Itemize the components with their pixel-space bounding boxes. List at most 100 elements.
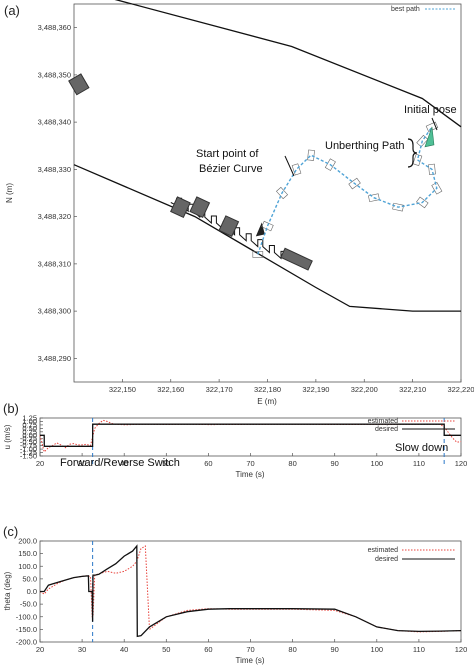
- panel-c-xtick-label: 70: [246, 645, 254, 654]
- panel-a-ylabel: N (m): [5, 183, 14, 203]
- panel-a-ytick-label: 3,488,360: [38, 23, 71, 32]
- series-desired: [40, 544, 462, 638]
- panel-a-x-ticks: 322,150 322,160 322,170 322,180 322,190 322,2…: [109, 379, 474, 394]
- panel-c-ytick-label: 150.0: [18, 549, 37, 558]
- panel-b-xtick-label: 20: [36, 459, 44, 468]
- hull-footprint: [368, 193, 380, 203]
- hull-footprint: [431, 182, 443, 195]
- panel-b-ytick-label: -0.75: [20, 441, 37, 450]
- panel-c-content: [39, 541, 462, 642]
- panel-a-ytick-label: 3,488,330: [38, 165, 71, 174]
- panel-b-x-ticks: 20 30 40 50 60 70 80 90 100 110 120: [36, 453, 467, 468]
- panel-c-ytick-label: -150.0: [16, 625, 37, 634]
- panel-c-xtick-label: 120: [455, 645, 468, 654]
- panel-b-xlabel: Time (s): [235, 470, 264, 479]
- panel-b-ytick-label: 0.00: [22, 431, 37, 440]
- legend-c-desired: desired: [375, 556, 398, 563]
- panel-b-xtick-label: 110: [413, 459, 425, 468]
- panel-b-content: [39, 418, 462, 464]
- panel-a-plot-area: [73, 3, 462, 383]
- panel-b-ylabel: u (m/s): [3, 424, 12, 449]
- panel-b-ytick-label: 1.25: [22, 414, 37, 423]
- panel-a-legend: best path: [391, 6, 455, 13]
- panel-c-label: (c): [3, 524, 18, 539]
- hull-footprint: [252, 251, 264, 258]
- panel-b-xtick-label: 50: [162, 459, 170, 468]
- panel-c-xtick-label: 100: [371, 645, 384, 654]
- hull-footprint: [291, 163, 302, 176]
- panel-a-y-ticks: 3,488,360 3,488,350 3,488,340 3,488,330 3,48…: [38, 23, 77, 363]
- panel-b-ytick-label: 0.50: [22, 424, 37, 433]
- panel-b-xtick-label: 30: [78, 459, 86, 468]
- panel-b-y-ticks: 1.251.000.750.500.250.00-0.25-0.50-0.75-…: [20, 414, 43, 461]
- best-path-line: [257, 126, 438, 255]
- panel-a-xtick-label: 322,220: [447, 385, 474, 394]
- obstacle-4: [280, 247, 313, 271]
- panel-a-xtick-label: 322,180: [254, 385, 281, 394]
- panel-b-legend: estimated desired: [368, 418, 455, 433]
- panel-b-ytick-label: -1.25: [20, 448, 37, 457]
- annotation-unberthing-path: Unberthing Path: [325, 140, 405, 152]
- panel-a-xtick-label: 322,170: [206, 385, 233, 394]
- panel-c-xtick-label: 110: [413, 645, 425, 654]
- lower-shoreline: [73, 164, 461, 312]
- panel-b-ytick-label: 1.00: [22, 417, 37, 426]
- panel-b-xtick-label: 70: [246, 459, 254, 468]
- panel-b-xtick-label: 120: [455, 459, 468, 468]
- hull-footprint: [276, 186, 289, 200]
- panel-b-ytick-label: -1.00: [20, 445, 37, 454]
- panel-b-label: (b): [3, 401, 19, 416]
- panel-c-ytick-label: 0.0: [27, 587, 37, 596]
- panel-c-xtick-label: 80: [288, 645, 296, 654]
- start-vessel-marker: [255, 222, 265, 237]
- panel-b-ytick-label: -0.50: [20, 438, 37, 447]
- panel-b-ytick-label: -1.50: [20, 452, 37, 461]
- panel-c-xtick-label: 90: [331, 645, 339, 654]
- panel-a-ytick-label: 3,488,340: [38, 118, 71, 127]
- obstacle-3: [218, 215, 240, 237]
- panel-a-ytick-label: 3,488,290: [38, 354, 71, 363]
- panel-a-xtick-label: 322,150: [109, 385, 136, 394]
- panel-b-ytick-label: 0.25: [22, 427, 37, 436]
- arrow-initial-pose: [431, 117, 438, 131]
- annotation-start-point: Start point of: [196, 148, 259, 160]
- panel-a-ytick-label: 3,488,310: [38, 259, 71, 268]
- panel-b-ytick-label: 0.75: [22, 420, 37, 429]
- panel-c-ytick-label: -200.0: [16, 638, 37, 647]
- annotation-bezier-curve: Bézier Curve: [199, 163, 263, 175]
- annotation-slow-down: Slow down: [395, 442, 448, 454]
- panel-c-xtick-label: 30: [78, 645, 86, 654]
- panel-c-xlabel: Time (s): [235, 656, 264, 665]
- hull-footprint: [348, 177, 361, 190]
- panel-c-xtick-label: 60: [204, 645, 212, 654]
- panel-c-y-ticks: 200.0 150.0 100.0 50.0 0.0 -50.0 -100.0 -150.0 -…: [16, 537, 43, 647]
- hull-footprint: [425, 121, 439, 133]
- panel-a-xtick-label: 322,210: [399, 385, 426, 394]
- panel-a-xlabel: E (m): [257, 397, 277, 406]
- panel-c-ytick-label: 100.0: [18, 562, 37, 571]
- series-desired: [40, 423, 461, 447]
- panel-c-ytick-label: 50.0: [22, 574, 37, 583]
- panel-a-content: [68, 0, 462, 312]
- panel-c-ytick-label: -50.0: [20, 600, 37, 609]
- panel-b-xtick-label: 40: [120, 459, 128, 468]
- panel-a-label: (a): [4, 3, 20, 18]
- panel-a-ytick-label: 3,488,320: [38, 212, 71, 221]
- panel-b-xtick-label: 60: [204, 459, 212, 468]
- hull-footprint: [307, 149, 315, 161]
- panel-b-ytick-label: -0.25: [20, 434, 37, 443]
- annotation-forward-reverse-switch: Forward/Reverse Switch: [60, 457, 180, 469]
- panel-c-ylabel: theta (deg): [3, 571, 12, 610]
- hull-footprint: [428, 163, 436, 175]
- annotation-initial-pose: Initial pose: [404, 104, 457, 116]
- panel-c-xtick-label: 50: [162, 645, 170, 654]
- panel-a-xtick-label: 322,200: [351, 385, 378, 394]
- panel-c-xtick-label: 40: [120, 645, 128, 654]
- initial-pose-marker: [424, 126, 435, 148]
- panel-a-xtick-label: 322,190: [302, 385, 329, 394]
- panel-b-xtick-label: 90: [331, 459, 339, 468]
- legend-b-estimated: estimated: [368, 418, 398, 425]
- panel-c-xtick-label: 20: [36, 645, 44, 654]
- legend-b-desired: desired: [375, 426, 398, 433]
